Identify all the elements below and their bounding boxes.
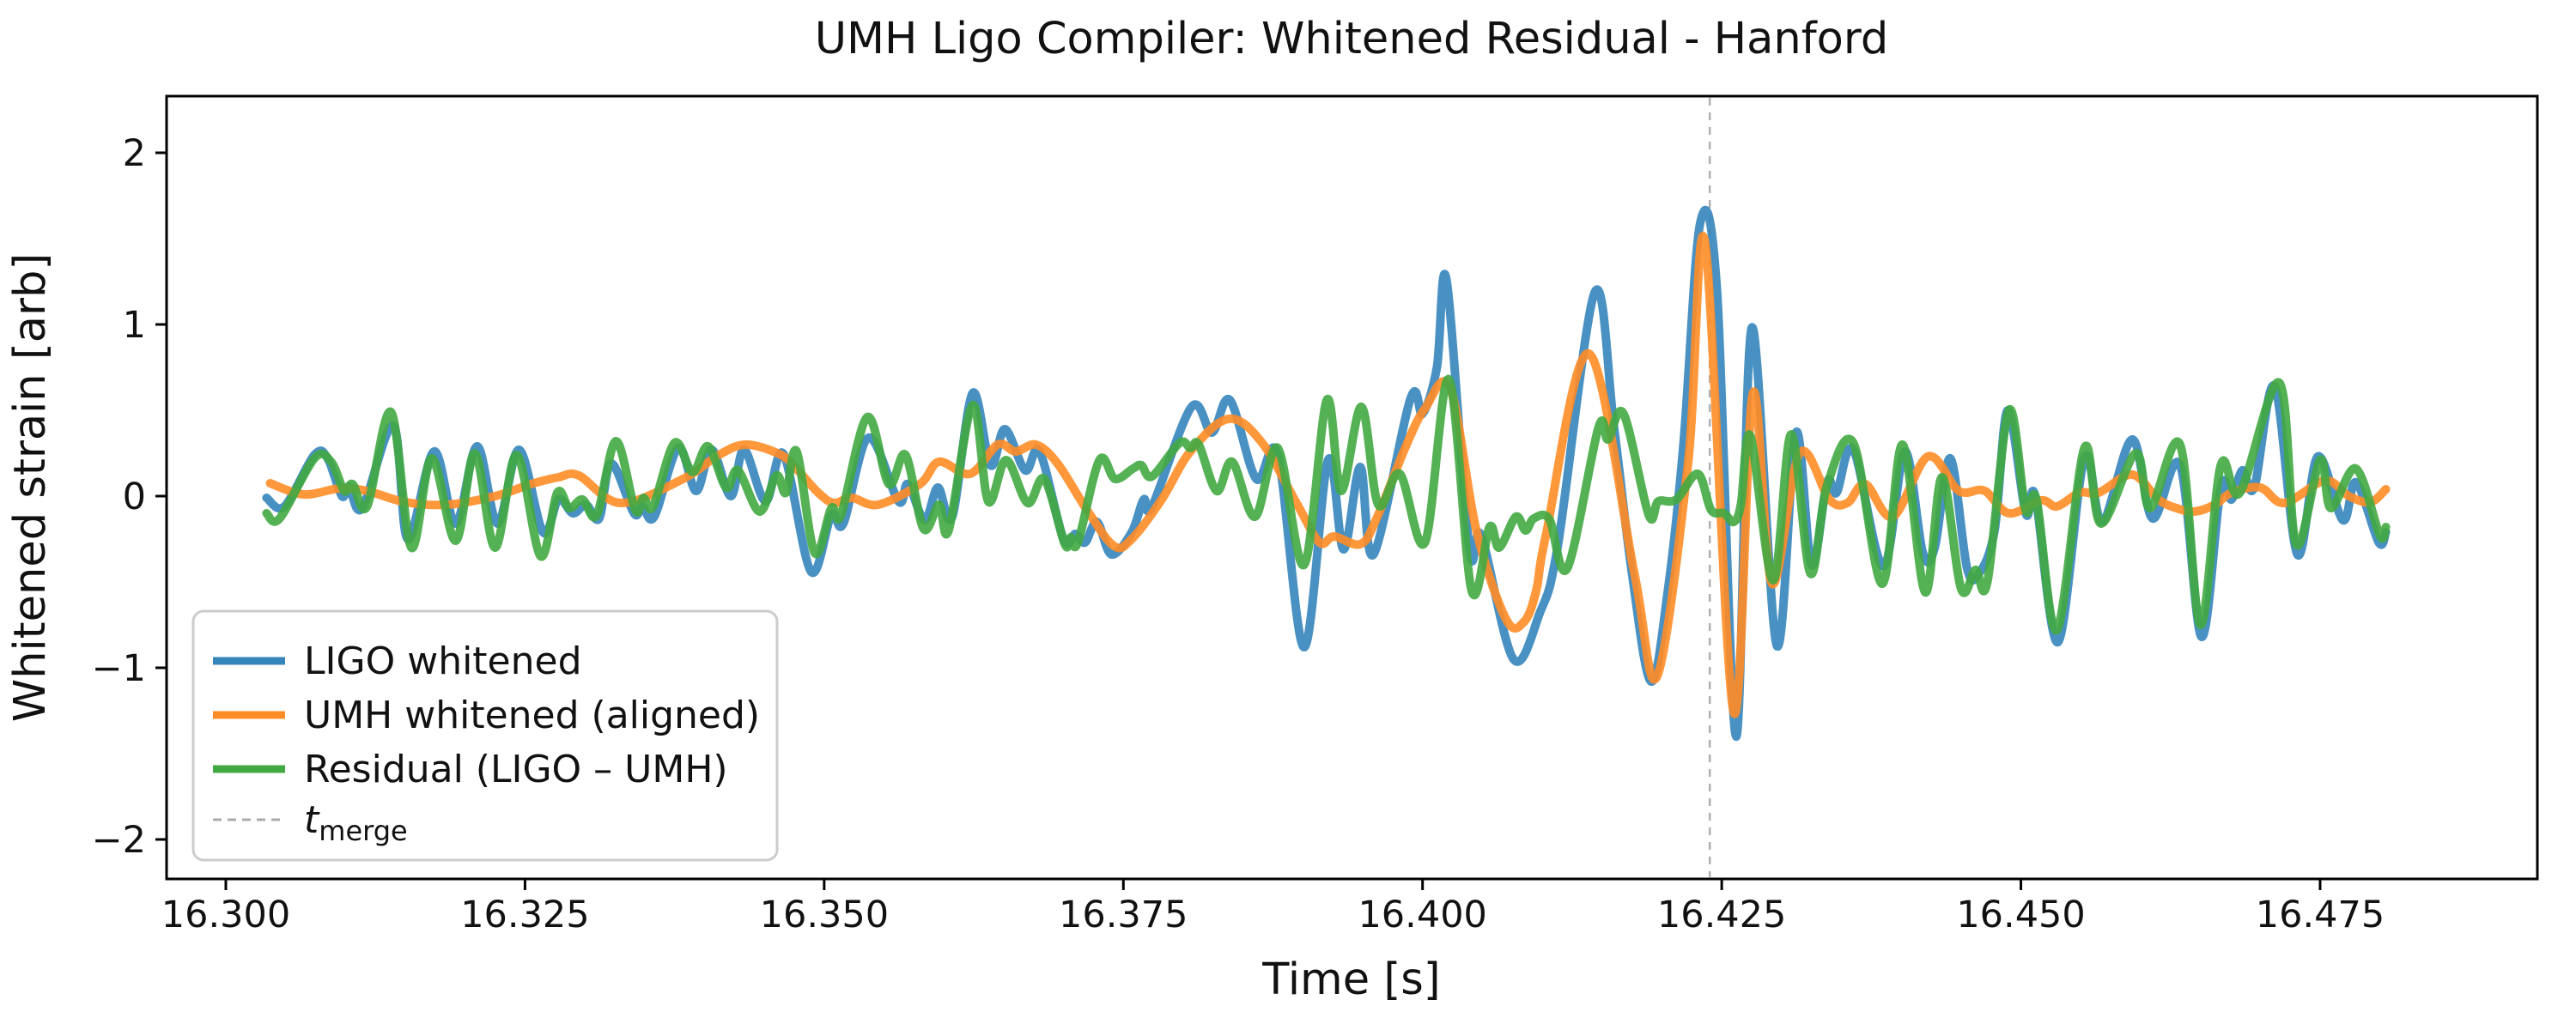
legend: LIGO whitened UMH whitened (aligned) Resid… bbox=[191, 609, 779, 862]
series-layer bbox=[262, 205, 2391, 742]
legend-box bbox=[191, 609, 779, 862]
x-tick-label: 16.400 bbox=[1358, 894, 1486, 936]
series-line-residual bbox=[262, 374, 2391, 635]
y-axis-label: Whitened strain [arb] bbox=[5, 253, 56, 722]
legend-label: Residual (LIGO – UMH) bbox=[304, 748, 728, 791]
legend-label: tmerge bbox=[304, 798, 408, 847]
y-tick-label: 1 bbox=[123, 304, 146, 347]
x-tick-label: 16.425 bbox=[1657, 894, 1786, 936]
x-tick-label: 16.475 bbox=[2256, 894, 2385, 936]
x-tick-label: 16.375 bbox=[1059, 894, 1188, 936]
y-tick-label: −2 bbox=[92, 819, 146, 862]
x-tick-label: 16.300 bbox=[161, 894, 290, 936]
x-tick-label: 16.325 bbox=[460, 894, 589, 936]
legend-label: UMH whitened (aligned) bbox=[304, 694, 760, 737]
chart-title: UMH Ligo Compiler: Whitened Residual - H… bbox=[815, 14, 1889, 64]
x-axis-label: Time [s] bbox=[1261, 954, 1440, 1005]
y-tick-label: 0 bbox=[123, 476, 146, 518]
plot-frame bbox=[165, 94, 2539, 881]
x-tick-label: 16.350 bbox=[760, 894, 889, 936]
y-tick-label: −1 bbox=[92, 647, 146, 690]
y-tick-label: 2 bbox=[123, 132, 146, 175]
axis-ticks-layer: 16.300 16.325 16.350 16.375 16.400 16.425 16.4… bbox=[92, 132, 2385, 936]
x-tick-label: 16.450 bbox=[1956, 894, 2085, 936]
legend-label: LIGO whitened bbox=[304, 639, 582, 683]
